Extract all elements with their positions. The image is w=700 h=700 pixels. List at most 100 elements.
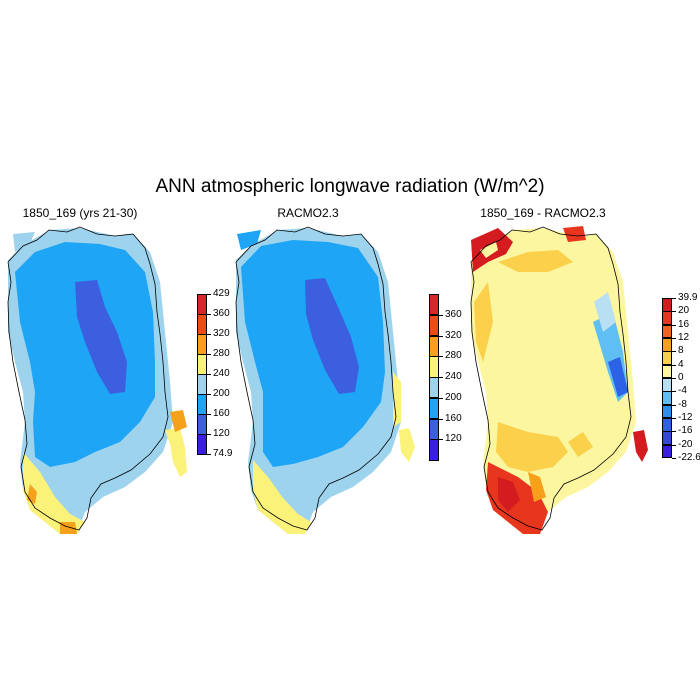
colorbar-label: 16	[678, 318, 690, 330]
colorbar-segment	[429, 397, 439, 419]
colorbar-segment	[662, 351, 672, 366]
colorbar-tick	[439, 356, 443, 358]
colorbar-obs: 360 320 280 240 200 160 120	[429, 294, 469, 461]
colorbar-label: 320	[445, 329, 462, 341]
colorbar-tick	[672, 338, 676, 339]
map-fill	[236, 228, 415, 534]
panel-diff: 1850_169 - RACMO2.3 39.9 20 16 12 8 4 0 -4 -8 -12…	[468, 206, 700, 546]
colorbar-tick	[672, 418, 676, 419]
colorbar-tick	[672, 378, 676, 379]
colorbar-segment	[197, 394, 207, 415]
colorbar-tick	[207, 454, 211, 455]
colorbar-label: 429	[213, 288, 230, 299]
colorbar-tick	[672, 404, 676, 406]
colorbar-segment	[429, 439, 439, 461]
panel-title-obs: RACMO2.3	[277, 206, 339, 220]
colorbar-label: 120	[213, 428, 230, 439]
colorbar-segment	[429, 314, 439, 336]
coastline	[7, 226, 169, 531]
colorbar-tick	[207, 354, 211, 355]
colorbar-label: -16	[678, 425, 693, 437]
colorbar-tick	[439, 377, 443, 378]
colorbar-tick	[207, 414, 211, 415]
colorbar-label: 20	[678, 305, 690, 317]
colorbar-label: 360	[213, 308, 230, 319]
colorbar-tick	[672, 391, 676, 393]
colorbar-label: -20	[678, 438, 693, 450]
colorbar-segment	[662, 404, 672, 419]
colorbar-label: 280	[213, 348, 230, 359]
colorbar-label: -4	[678, 385, 687, 397]
colorbar-tick	[439, 439, 443, 441]
colorbar-segment	[197, 294, 207, 315]
panel-title-model: 1850_169 (yrs 21-30)	[22, 206, 138, 220]
colorbar-tick	[672, 458, 676, 459]
colorbar-label: -22.6	[678, 452, 700, 463]
colorbar-segment	[662, 378, 672, 392]
colorbar-label: 12	[678, 332, 690, 343]
colorbar-segment	[197, 414, 207, 435]
colorbar-segment	[197, 354, 207, 375]
colorbar-label: -12	[678, 412, 693, 423]
colorbar-tick	[672, 431, 676, 433]
colorbar-tick	[672, 364, 676, 366]
greenland-map-obs	[235, 226, 415, 534]
colorbar-diff: 39.9 20 16 12 8 4 0 -4 -8 -12 -16 -20 -22.6	[662, 293, 700, 463]
colorbar-segment	[429, 294, 439, 316]
colorbar-segment	[197, 374, 207, 395]
colorbar-label: 280	[445, 350, 462, 362]
colorbar-tick	[439, 397, 443, 399]
colorbar-tick	[439, 335, 443, 337]
colorbar-label: 160	[445, 412, 462, 424]
colorbar-label: 200	[213, 388, 230, 399]
colorbar-tick	[207, 434, 211, 435]
colorbar-segment	[429, 335, 439, 357]
colorbar-tick	[672, 311, 676, 313]
colorbar-tick	[439, 418, 443, 420]
colorbar-segment	[662, 311, 672, 326]
colorbar-tick	[672, 324, 676, 326]
panel-obs: RACMO2.3 360 320 280 240 200 160 120	[233, 206, 462, 546]
colorbar-tick	[207, 314, 211, 315]
colorbar-segment	[197, 434, 207, 455]
colorbar-label: 320	[213, 328, 230, 339]
colorbar-tick	[207, 374, 211, 375]
coastline	[470, 226, 632, 531]
colorbar-tick	[207, 294, 211, 295]
colorbar-label: 120	[445, 433, 462, 445]
colorbar-segment	[197, 314, 207, 335]
coastline	[235, 226, 397, 531]
colorbar-label: 200	[445, 391, 462, 403]
colorbar-segment	[662, 431, 672, 446]
colorbar-segment	[429, 356, 439, 378]
greenland-map-diff	[470, 226, 648, 534]
panel-title-diff: 1850_169 - RACMO2.3	[480, 206, 606, 220]
colorbar-label: -8	[678, 398, 687, 410]
colorbar-tick	[207, 334, 211, 335]
colorbar-label: 8	[678, 345, 684, 357]
colorbar-tick	[672, 351, 676, 353]
colorbar-label: 240	[213, 368, 230, 379]
colorbar-segment	[662, 324, 672, 339]
colorbar-tick	[672, 298, 676, 299]
panel-model: 1850_169 (yrs 21-30) 429 360 320 280 240 200 1…	[5, 206, 232, 546]
colorbar-tick	[672, 444, 676, 446]
colorbar-label: 39.9	[678, 292, 698, 303]
colorbar-tick	[439, 314, 443, 316]
colorbar-segment	[662, 338, 672, 352]
colorbar-segment	[662, 418, 672, 432]
colorbar-label: 160	[213, 408, 230, 419]
colorbar-segment	[662, 298, 672, 312]
colorbar-segment	[429, 418, 439, 440]
colorbar-segment	[662, 364, 672, 379]
colorbar-model: 429 360 320 280 240 200 160 120 74.9	[197, 289, 237, 459]
colorbar-segment	[197, 334, 207, 355]
coastline-west	[7, 261, 26, 421]
colorbar-label: 240	[445, 371, 462, 382]
colorbar-label: 4	[678, 358, 684, 370]
map-fill	[471, 226, 648, 534]
colorbar-label: 360	[445, 308, 462, 320]
colorbar-tick	[207, 394, 211, 395]
colorbar-segment	[662, 391, 672, 406]
greenland-map-model	[7, 226, 187, 534]
